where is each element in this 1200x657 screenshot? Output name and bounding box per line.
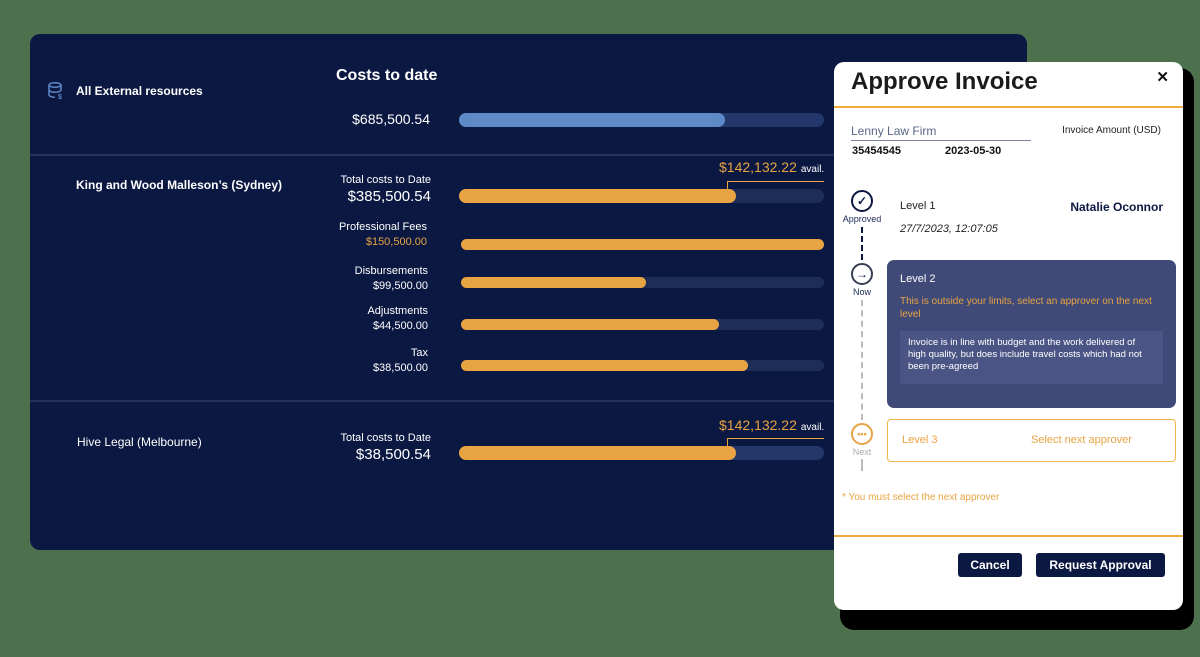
- category-value: $150,500.00: [365, 236, 427, 248]
- category-professional-fees: Professional Fees $150,500.00: [267, 220, 427, 250]
- cancel-button[interactable]: Cancel: [958, 553, 1022, 577]
- category-value: $44,500.00: [372, 320, 428, 332]
- level-2-card: Level 2 This is outside your limits, sel…: [887, 260, 1176, 408]
- header-divider: [834, 106, 1183, 108]
- available-suffix: avail.: [800, 164, 825, 175]
- available-marker: [727, 181, 824, 190]
- approve-invoice-modal: Approve Invoice ✕ Lenny Law Firm Invoice…: [834, 62, 1183, 610]
- database-dollar-icon: $: [48, 82, 62, 100]
- grand-total-bar: [459, 113, 824, 127]
- total-label: Total costs to Date: [340, 432, 432, 444]
- category-bar-fill: [461, 360, 748, 371]
- category-bar: [461, 277, 824, 288]
- request-approval-button[interactable]: Request Approval: [1036, 553, 1165, 577]
- total-label: Total costs to Date: [340, 174, 432, 186]
- step-status-next: Next: [852, 447, 872, 457]
- grand-total-value: $685,500.54: [352, 111, 430, 127]
- firm-total: Total costs to Date $38,500.54: [271, 431, 432, 464]
- step-connector: [861, 300, 863, 420]
- modal-title: Approve Invoice: [851, 68, 1038, 95]
- category-bar-fill: [461, 319, 719, 330]
- costs-title: Costs to date: [336, 67, 438, 84]
- ellipsis-circle-icon: •••: [851, 423, 873, 445]
- category-label: Tax: [410, 347, 428, 359]
- firm-total-bar-fill: [459, 189, 737, 203]
- available-value: $142,132.22: [719, 159, 797, 175]
- available-marker: [727, 438, 824, 448]
- step-connector: [861, 227, 863, 260]
- step-connector: [861, 459, 863, 471]
- step-level-1: Level 1: [900, 200, 936, 212]
- category-disbursements: Disbursements $99,500.00: [268, 264, 428, 294]
- available-amount: $142,132.22 avail.: [719, 159, 824, 175]
- footer-divider: [834, 535, 1183, 537]
- approval-timestamp: 27/7/2023, 12:07:05: [900, 223, 998, 235]
- firm-name[interactable]: Hive Legal (Melbourne): [77, 435, 202, 449]
- level-3-card[interactable]: Level 3 Select next approver: [887, 419, 1176, 462]
- arrow-right-circle-icon: →: [851, 263, 873, 285]
- firm-total-bar: [459, 446, 824, 460]
- category-label: Adjustments: [367, 305, 428, 317]
- firm-total-bar: [459, 189, 824, 203]
- approver-name: Natalie Oconnor: [1070, 200, 1163, 214]
- resource-label: All External resources: [76, 84, 203, 98]
- resource-header: $ All External resources: [48, 82, 203, 100]
- total-value: $385,500.54: [347, 188, 431, 205]
- step-level-3: Level 3: [902, 434, 938, 446]
- category-bar-fill: [461, 277, 647, 288]
- total-value: $38,500.54: [355, 446, 431, 463]
- close-icon[interactable]: ✕: [1156, 69, 1169, 86]
- available-suffix: avail.: [800, 422, 825, 433]
- category-tax: Tax $38,500.00: [268, 346, 428, 376]
- category-value: $38,500.00: [372, 362, 428, 374]
- step-level-2: Level 2: [900, 273, 936, 285]
- category-adjustments: Adjustments $44,500.00: [268, 304, 428, 334]
- firm-total: Total costs to Date $385,500.54: [271, 173, 432, 206]
- category-label: Disbursements: [354, 265, 428, 277]
- category-bar: [461, 239, 824, 250]
- limit-warning: This is outside your limits, select an a…: [900, 296, 1152, 320]
- category-value: $99,500.00: [372, 280, 428, 292]
- category-label: Professional Fees: [338, 221, 427, 233]
- section-divider: [30, 154, 1027, 156]
- firm-total-bar-fill: [459, 446, 737, 460]
- invoice-amount-label: Invoice Amount (USD): [1062, 125, 1161, 136]
- select-next-approver[interactable]: Select next approver: [1031, 434, 1132, 446]
- invoice-firm-name: Lenny Law Firm: [851, 124, 1031, 141]
- category-bar: [461, 319, 824, 330]
- section-divider: [30, 400, 1027, 402]
- invoice-date: 2023-05-30: [945, 145, 1002, 157]
- grand-total-bar-fill: [459, 113, 726, 127]
- validation-message: * You must select the next approver: [842, 492, 1000, 503]
- available-value: $142,132.22: [719, 417, 797, 433]
- category-bar-fill: [461, 239, 824, 250]
- approval-note: Invoice is in line with budget and the w…: [900, 331, 1163, 384]
- svg-text:$: $: [58, 94, 62, 100]
- step-status-approved: Approved: [842, 214, 882, 224]
- available-amount: $142,132.22 avail.: [719, 417, 824, 433]
- invoice-number: 35454545: [852, 145, 901, 157]
- step-status-now: Now: [852, 287, 871, 297]
- category-bar: [461, 360, 824, 371]
- firm-name[interactable]: King and Wood Malleson’s (Sydney): [76, 178, 283, 192]
- check-circle-icon: ✓: [851, 190, 873, 212]
